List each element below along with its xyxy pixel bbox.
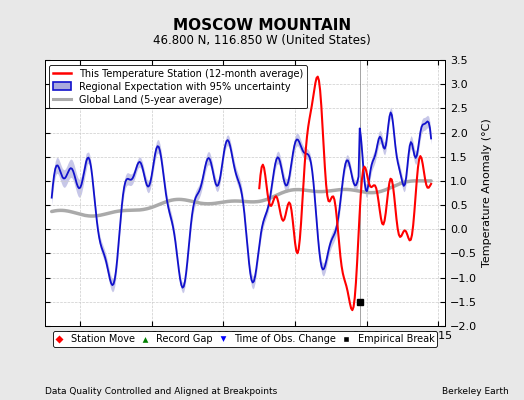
Text: Data Quality Controlled and Aligned at Breakpoints: Data Quality Controlled and Aligned at B…: [45, 387, 277, 396]
Text: MOSCOW MOUNTAIN: MOSCOW MOUNTAIN: [173, 18, 351, 33]
Text: Berkeley Earth: Berkeley Earth: [442, 387, 508, 396]
Text: 46.800 N, 116.850 W (United States): 46.800 N, 116.850 W (United States): [153, 34, 371, 47]
Legend: Station Move, Record Gap, Time of Obs. Change, Empirical Break: Station Move, Record Gap, Time of Obs. C…: [52, 331, 438, 347]
Y-axis label: Temperature Anomaly (°C): Temperature Anomaly (°C): [482, 119, 492, 267]
